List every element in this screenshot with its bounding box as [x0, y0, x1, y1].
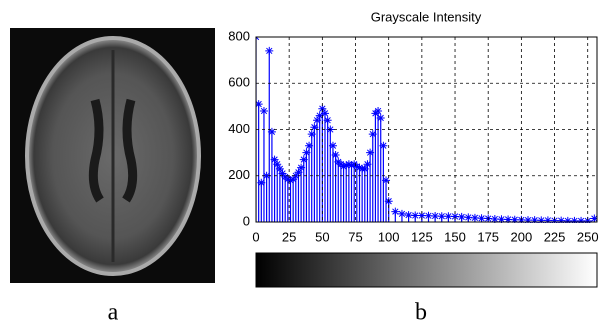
x-tick-label: 150 [444, 229, 466, 244]
y-tick-label: 600 [228, 75, 250, 90]
chart-title: Grayscale Intensity [371, 9, 482, 24]
marker [379, 142, 387, 150]
x-tick-label: 250 [577, 229, 599, 244]
marker [398, 210, 406, 218]
x-tick-label: 175 [477, 229, 499, 244]
marker [265, 47, 273, 55]
panel-label: a [108, 300, 119, 326]
colorbar [256, 253, 597, 287]
x-tick-label: 200 [511, 229, 533, 244]
y-tick-label: 800 [228, 28, 250, 43]
panel-label: b [415, 300, 427, 326]
marker [268, 128, 276, 136]
y-tick-label: 200 [228, 167, 250, 182]
marker [332, 151, 340, 159]
mri-image [10, 28, 215, 283]
x-tick-label: 225 [544, 229, 566, 244]
marker [374, 107, 382, 115]
x-tick-label: 75 [348, 229, 362, 244]
y-tick-label: 400 [228, 121, 250, 136]
marker [377, 114, 385, 122]
marker [329, 142, 337, 150]
x-tick-label: 100 [378, 229, 400, 244]
marker [324, 116, 332, 124]
figure: Grayscale Intensity a b 0 200 400 600 800 0 25… [0, 0, 603, 329]
y-tick-label: 0 [243, 213, 250, 228]
marker [260, 107, 268, 115]
x-tick-label: 0 [252, 229, 259, 244]
x-tick-label: 25 [282, 229, 296, 244]
x-tick-label: 125 [411, 229, 433, 244]
x-tick-label: 50 [315, 229, 329, 244]
